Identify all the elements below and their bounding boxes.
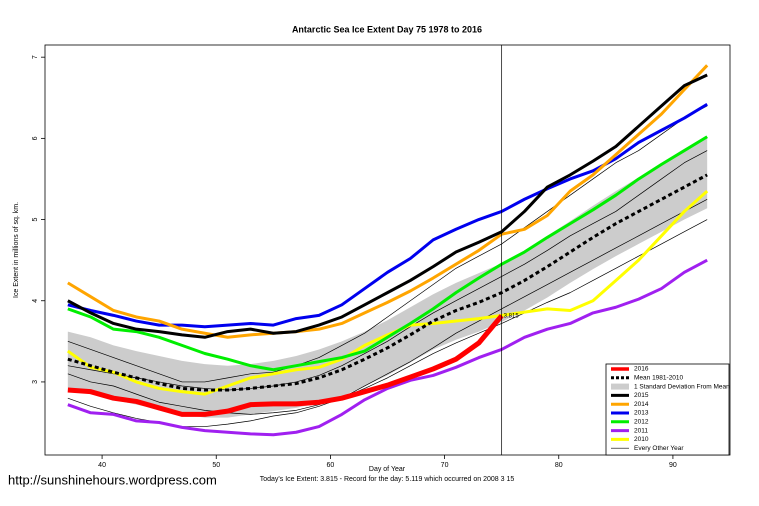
plot-frame xyxy=(44,44,731,456)
x-tick-label: 60 xyxy=(327,462,335,469)
std-band xyxy=(67,138,708,418)
footer: Today's Ice Extent: 3.815 - Record for t… xyxy=(260,476,515,483)
watermark: http://sunshinehours.wordpress.com xyxy=(8,472,217,487)
series-line xyxy=(67,135,708,372)
series-line xyxy=(66,190,709,396)
y-tick-label: 3 xyxy=(32,380,39,384)
year-line xyxy=(67,198,708,415)
legend-label: 2016 xyxy=(634,366,649,373)
y-tick-label: 4 xyxy=(32,299,39,303)
legend-label: 2011 xyxy=(634,427,648,434)
y-tick-label: 7 xyxy=(32,55,39,59)
marker-label: 3.815 xyxy=(504,313,520,319)
legend-swatch xyxy=(611,383,629,390)
legend-label: Mean 1981-2010 xyxy=(634,375,684,382)
legend-label: 2010 xyxy=(634,436,649,443)
legend-label: 1 Standard Deviation From Mean xyxy=(634,383,730,390)
legend-label: 2014 xyxy=(634,401,649,408)
x-tick-label: 50 xyxy=(212,462,220,469)
x-tick-label: 70 xyxy=(441,462,449,469)
x-tick-label: 40 xyxy=(98,462,106,469)
series-line xyxy=(67,173,708,392)
legend-label: 2013 xyxy=(634,410,649,417)
year-line xyxy=(67,105,708,383)
series-line xyxy=(67,314,504,417)
legend-label: 2015 xyxy=(634,392,649,399)
series-line xyxy=(67,258,708,437)
legend-label: 2012 xyxy=(634,419,649,426)
x-tick-label: 90 xyxy=(669,462,677,469)
series-line xyxy=(67,64,709,339)
x-axis-label: Day of Year xyxy=(369,466,406,473)
chart-title: Antarctic Sea Ice Extent Day 75 1978 to … xyxy=(292,24,482,34)
year-line xyxy=(67,150,708,391)
y-tick-label: 6 xyxy=(32,136,39,140)
x-tick-label: 80 xyxy=(555,462,563,469)
series-line xyxy=(67,73,708,339)
y-tick-label: 5 xyxy=(32,218,39,222)
legend-label: Every Other Year xyxy=(634,445,684,452)
y-axis-label: Ice Extent in millions of sq. km. xyxy=(13,202,20,298)
